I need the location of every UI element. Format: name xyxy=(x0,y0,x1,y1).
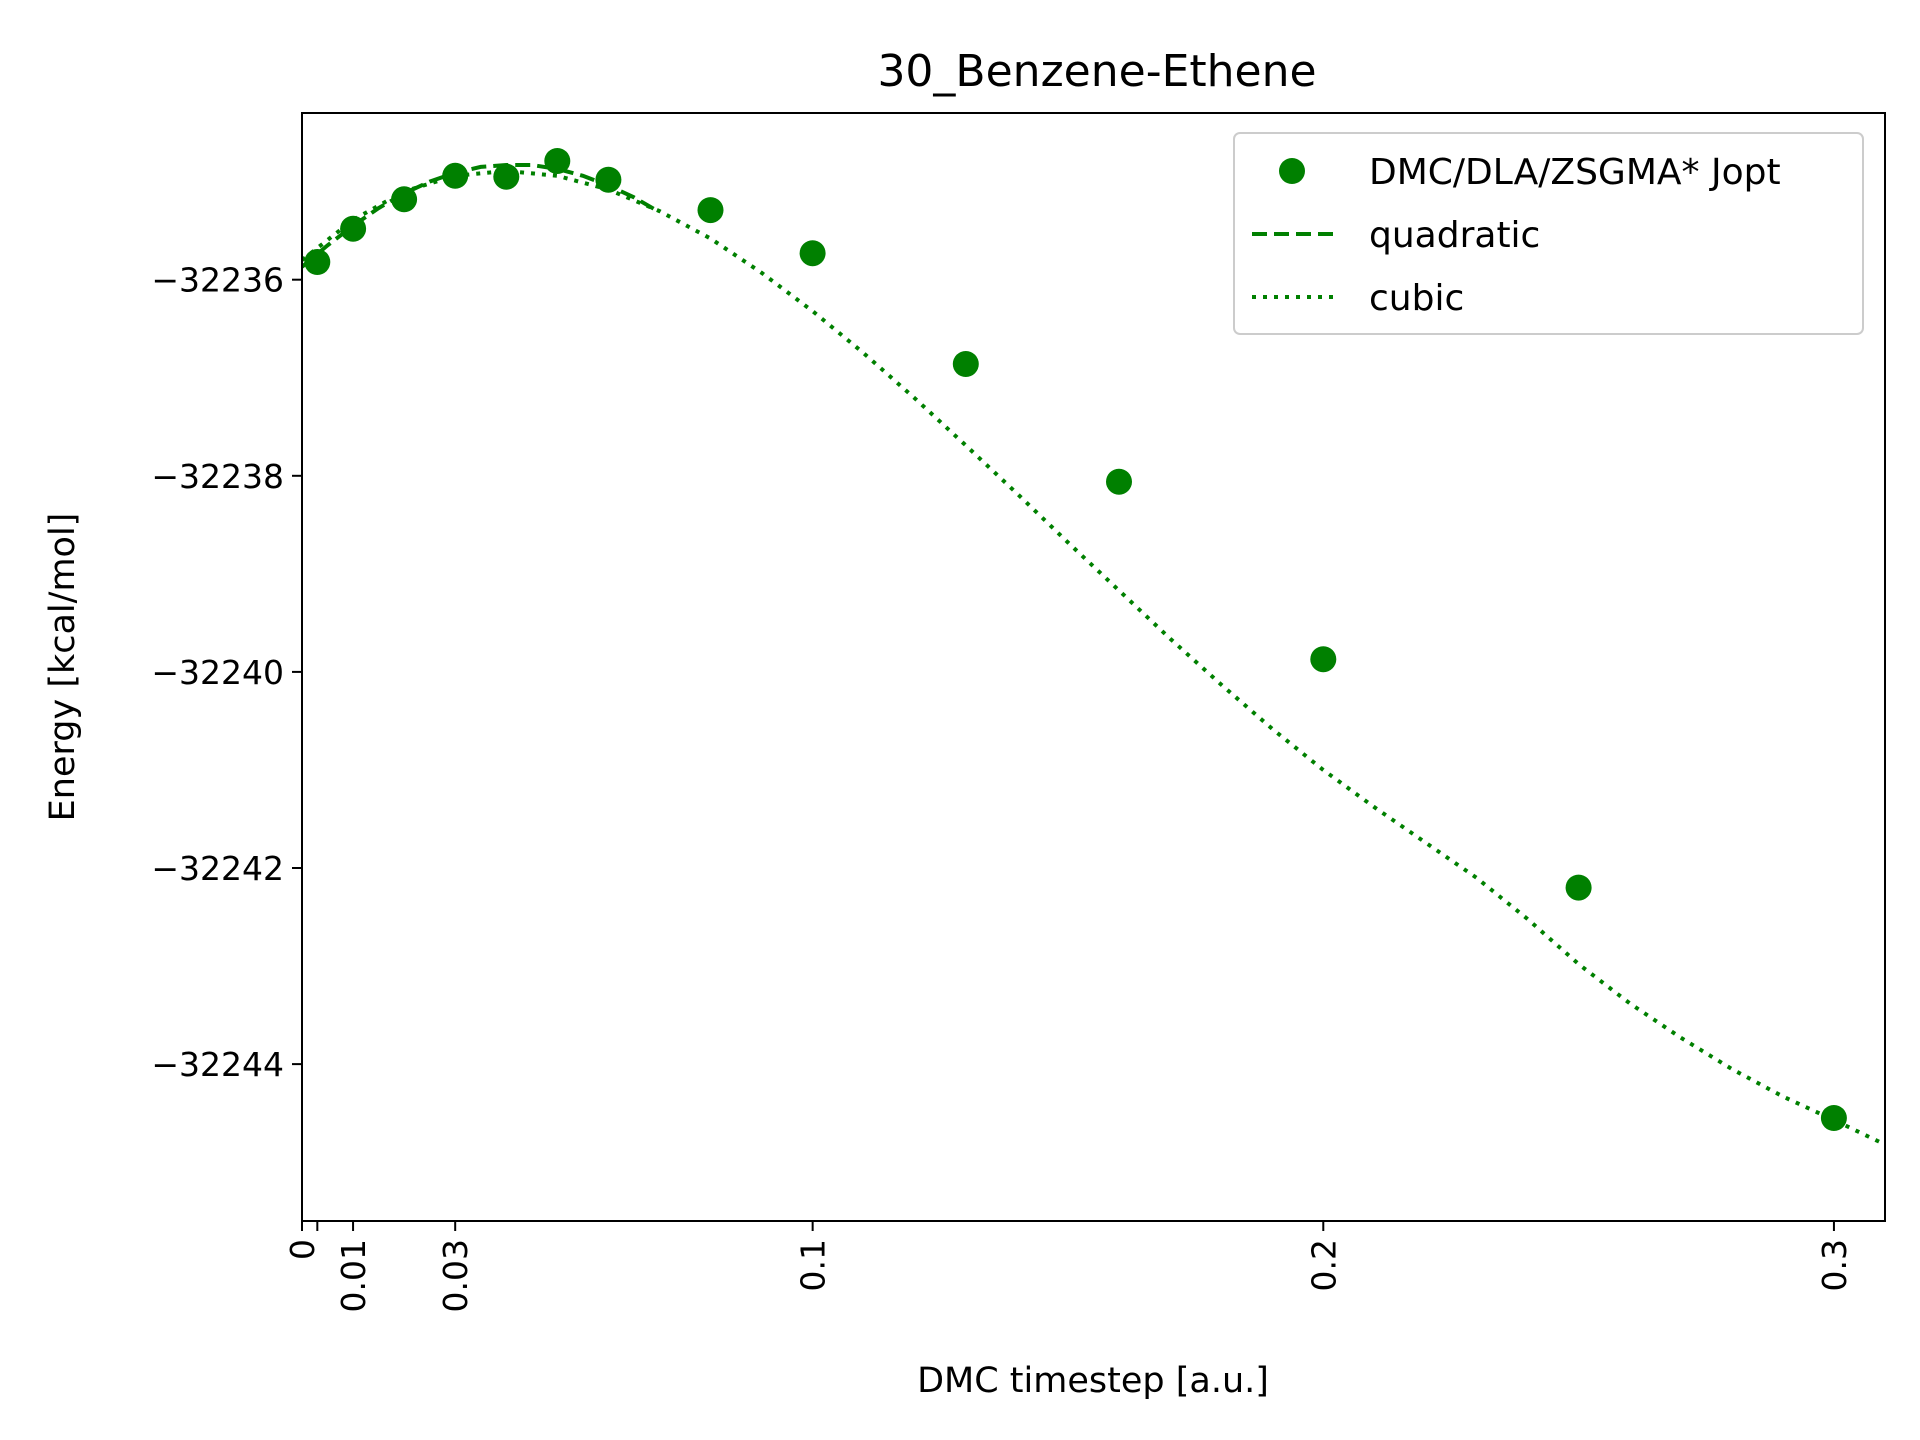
y-tick-label: −32242 xyxy=(151,849,284,888)
y-tick-label: −32238 xyxy=(151,457,284,496)
data-point xyxy=(1106,468,1132,495)
data-point xyxy=(391,186,418,213)
legend-label: DMC/DLA/ZSGMA* Jopt xyxy=(1369,152,1781,193)
y-tick-label: −32240 xyxy=(151,653,284,692)
y-tick-label: −32244 xyxy=(151,1045,284,1084)
x-tick-label: 0.2 xyxy=(1304,1239,1343,1291)
y-tick-label: −32236 xyxy=(151,261,284,300)
x-tick-label: 0.3 xyxy=(1815,1239,1854,1291)
y-axis: −32236 −32238 −32240 −32242 −32244 xyxy=(151,261,302,1084)
data-point xyxy=(697,197,724,224)
data-point xyxy=(493,163,520,190)
x-tick-label: 0 xyxy=(283,1239,322,1260)
x-tick-label: 0.01 xyxy=(334,1239,373,1312)
x-tick-label: 0.03 xyxy=(436,1239,475,1312)
data-point xyxy=(1820,1105,1847,1131)
chart-title: 30_Benzene-Ethene xyxy=(877,46,1316,97)
data-point xyxy=(304,249,331,275)
x-axis-label: DMC timestep [a.u.] xyxy=(917,1361,1269,1401)
y-axis-label: Energy [kcal/mol] xyxy=(43,513,83,822)
series-layer xyxy=(302,148,1885,1147)
data-point xyxy=(544,148,571,174)
series-line-cubic xyxy=(302,168,1885,1147)
legend-marker-dmc-dla-zsgma-jopt xyxy=(1279,158,1305,184)
data-point xyxy=(595,166,622,193)
data-point xyxy=(340,215,367,242)
legend-box xyxy=(1233,132,1864,335)
legend-label: quadratic xyxy=(1369,215,1540,256)
legend: DMC/DLA/ZSGMA* Jopt quadratic cubic xyxy=(1233,132,1864,335)
x-tick-label: 0.1 xyxy=(794,1239,833,1291)
data-point xyxy=(799,240,826,267)
legend-label: cubic xyxy=(1369,278,1464,319)
x-axis: 0 0.01 0.03 0.1 0.2 0.3 xyxy=(283,1221,1854,1312)
data-point xyxy=(952,351,979,377)
data-point xyxy=(1310,646,1337,673)
plot-frame xyxy=(301,112,1886,1222)
data-point xyxy=(442,162,469,189)
data-point xyxy=(1565,874,1592,901)
